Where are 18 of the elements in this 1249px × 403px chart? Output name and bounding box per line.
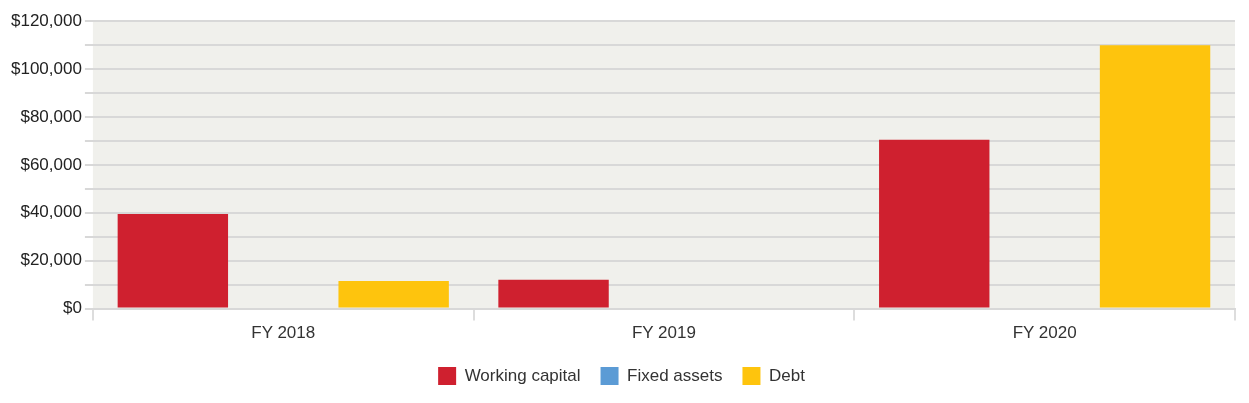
y-tick-label: $40,000 [20,202,82,222]
legend-label: Fixed assets [627,365,723,385]
x-tick-label: FY 2019 [631,323,696,343]
x-tick-label: FY 2018 [251,323,316,343]
bar [498,279,609,308]
y-tick-label: $0 [62,298,82,318]
bar [117,214,229,308]
bar [338,281,449,308]
y-tick-label: $60,000 [20,154,82,174]
bar [879,139,990,308]
bar [1099,45,1211,308]
y-tick-label: $120,000 [11,10,82,30]
y-tick-label: $100,000 [11,58,82,78]
y-tick-label: $80,000 [20,106,82,126]
x-tick-label: FY 2020 [1012,323,1077,343]
legend-label: Debt [768,365,806,385]
y-tick-label: $20,000 [20,250,82,270]
legend-label: Working capital [464,365,581,385]
